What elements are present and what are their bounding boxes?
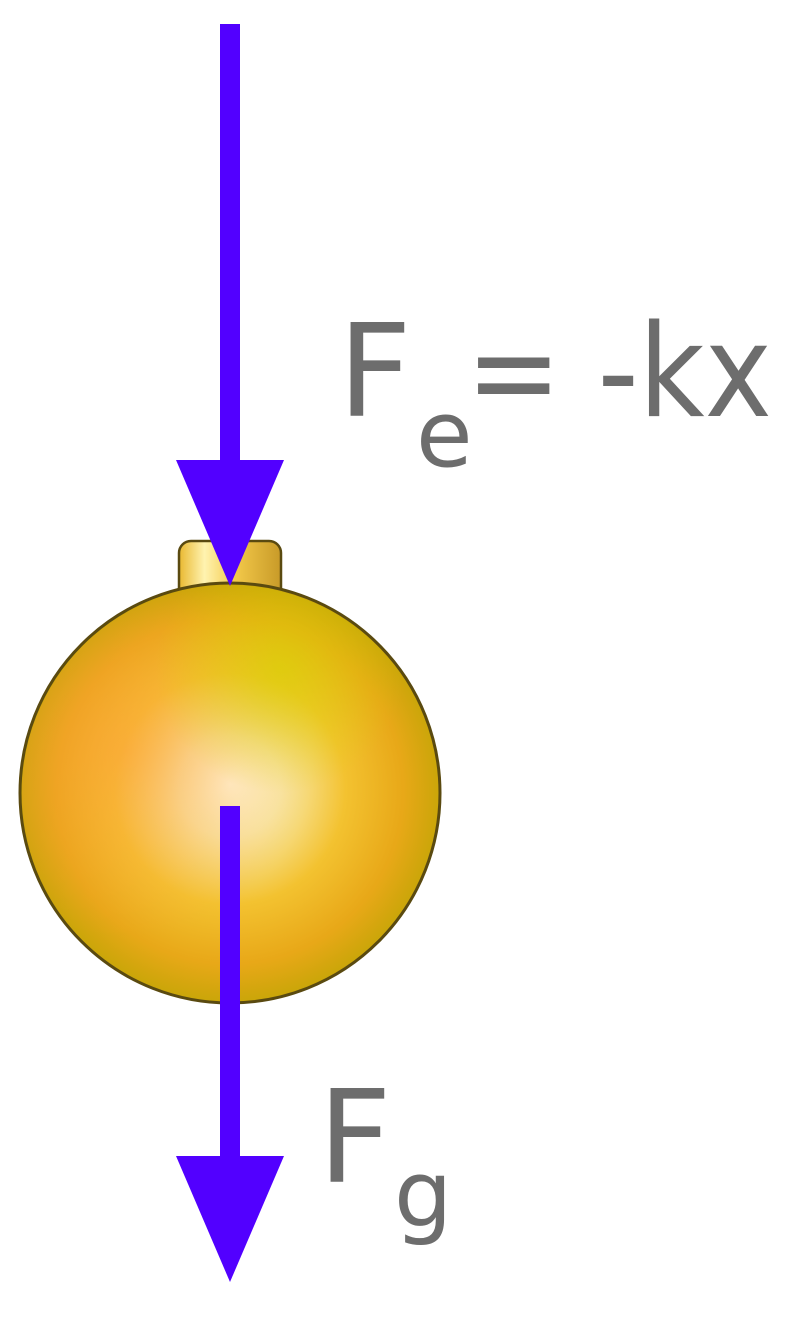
elastic-force-equation: = -kx: [466, 298, 772, 447]
gravity-force-label: F g: [318, 1064, 452, 1248]
gravity-force-subscript: g: [394, 1141, 452, 1248]
elastic-force-label: F e = -kx: [338, 298, 772, 488]
elastic-force-symbol: F: [338, 298, 412, 447]
hanging-ball: [18, 581, 442, 1005]
elastic-force-arrow: [176, 24, 284, 586]
elastic-force-subscript: e: [416, 381, 473, 488]
gravity-force-arrow: [176, 806, 284, 1282]
gravity-force-symbol: F: [318, 1064, 392, 1213]
